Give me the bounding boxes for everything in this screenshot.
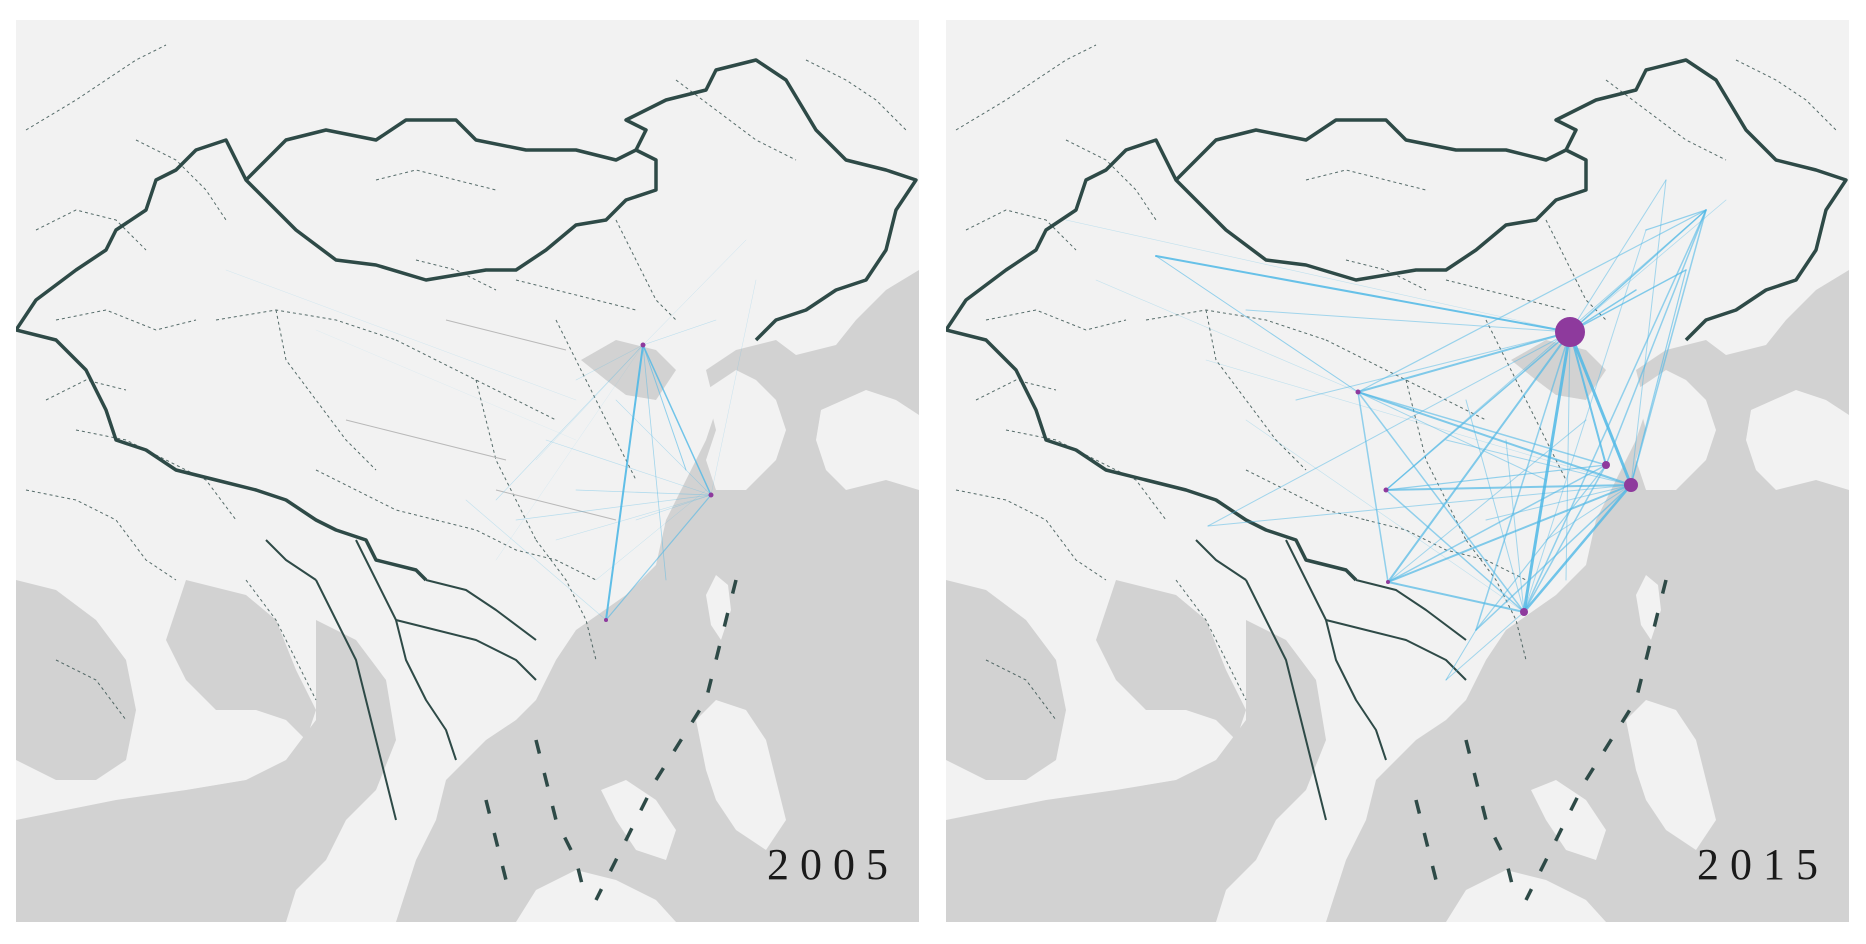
province-borders (345, 319, 617, 521)
node-xian (1355, 389, 1361, 395)
major-borders (946, 58, 1848, 582)
minor-borders (25, 44, 907, 721)
node-shanghai (708, 492, 714, 498)
islands (1446, 370, 1849, 922)
map-2015 (946, 44, 1849, 922)
map-panel-2005: 2005 (16, 20, 919, 922)
year-label-2015: 2015 (1697, 840, 1829, 889)
node-kunming (1386, 580, 1390, 584)
city-nodes-2005 (604, 342, 714, 622)
node-shanghai (1624, 478, 1638, 492)
node-beijing (1555, 317, 1585, 347)
minor-borders (955, 44, 1837, 721)
islands (516, 370, 919, 922)
flow-lines-2015 (1065, 179, 1727, 681)
dash-line (1414, 579, 1668, 901)
flow-lines-2005 (225, 239, 757, 621)
node-chengdu (1383, 487, 1389, 493)
node-beijing (640, 342, 646, 348)
node-guangzhou (1520, 608, 1528, 616)
city-nodes-2015 (1355, 317, 1638, 616)
dash-line (484, 579, 738, 901)
map-panel-2015: 2015 (946, 20, 1849, 922)
map-2005 (16, 44, 919, 922)
sea (946, 270, 1849, 922)
sea (16, 270, 919, 922)
southern-borders (1195, 539, 1467, 821)
year-label-2005: 2005 (767, 840, 899, 889)
node-nanjing (1602, 461, 1610, 469)
southern-borders (265, 539, 537, 821)
node-guangzhou (604, 618, 608, 622)
major-borders (16, 58, 918, 582)
